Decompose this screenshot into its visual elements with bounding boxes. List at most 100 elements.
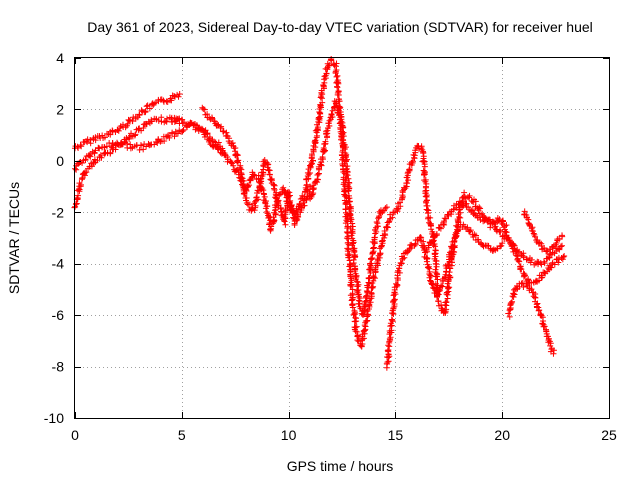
data-point	[399, 189, 406, 196]
data-point	[88, 163, 95, 170]
data-point	[340, 124, 347, 131]
data-point	[466, 192, 473, 199]
data-point	[352, 318, 359, 325]
data-point	[391, 297, 398, 304]
data-point	[320, 82, 327, 89]
data-point	[457, 214, 464, 221]
data-point	[536, 239, 543, 246]
data-point	[361, 327, 368, 334]
plot-frame	[74, 57, 610, 419]
data-point	[370, 244, 377, 251]
data-point	[303, 181, 310, 188]
data-point	[427, 214, 434, 221]
data-point	[268, 223, 275, 230]
data-point	[101, 150, 108, 157]
data-point	[559, 242, 566, 249]
data-point	[91, 159, 98, 166]
data-point	[349, 220, 356, 227]
series-track-e	[199, 104, 313, 229]
data-point	[348, 232, 355, 239]
series-track-h	[383, 221, 506, 371]
data-point	[107, 149, 114, 156]
data-point	[306, 188, 313, 195]
data-point	[513, 286, 520, 293]
data-point	[502, 228, 509, 235]
data-point	[338, 116, 345, 123]
data-point	[72, 203, 79, 210]
data-point	[146, 105, 153, 112]
data-point	[319, 154, 326, 161]
data-point	[425, 244, 432, 251]
data-point	[520, 273, 527, 280]
data-point	[96, 145, 103, 152]
data-point	[332, 100, 339, 107]
data-point	[281, 218, 288, 225]
data-point	[505, 310, 512, 317]
data-point	[355, 281, 362, 288]
y-tick-label: -10	[44, 410, 64, 426]
x-tick-label: 0	[71, 427, 79, 443]
data-point	[553, 240, 560, 247]
data-point	[424, 248, 431, 255]
data-point	[342, 152, 349, 159]
series-track-a	[71, 91, 183, 152]
data-point	[325, 62, 332, 69]
x-axis-title: GPS time / hours	[287, 458, 394, 474]
data-point	[124, 120, 131, 127]
data-point	[408, 241, 415, 248]
series-track-m	[521, 208, 566, 255]
data-point	[498, 242, 505, 249]
data-point	[115, 127, 122, 134]
data-point	[148, 118, 155, 125]
data-point	[333, 66, 340, 73]
data-point	[368, 255, 375, 262]
data-point	[329, 107, 336, 114]
data-point	[144, 102, 151, 109]
data-point	[547, 340, 554, 347]
data-point	[253, 194, 260, 201]
data-point	[520, 254, 527, 261]
data-point	[459, 202, 466, 209]
data-point	[374, 220, 381, 227]
data-point	[265, 167, 272, 174]
data-point	[435, 298, 442, 305]
data-point	[443, 298, 450, 305]
data-point	[345, 254, 352, 261]
y-tick-label: 0	[56, 153, 64, 169]
data-point	[87, 137, 94, 144]
data-point	[391, 296, 398, 303]
data-point	[234, 152, 241, 159]
y-tick-label: -2	[52, 204, 65, 220]
data-point	[348, 297, 355, 304]
x-tick-label: 20	[494, 427, 510, 443]
data-point	[490, 246, 497, 253]
data-point	[451, 242, 458, 249]
y-tick-label: -8	[52, 359, 65, 375]
data-point	[352, 328, 359, 335]
data-point	[476, 204, 483, 211]
data-point	[322, 75, 329, 82]
data-point	[342, 209, 349, 216]
data-point	[260, 187, 267, 194]
data-point	[461, 189, 468, 196]
data-point	[363, 287, 370, 294]
data-point	[326, 117, 333, 124]
data-point	[528, 286, 535, 293]
data-point	[440, 221, 447, 228]
data-point	[229, 140, 236, 147]
data-point	[294, 216, 301, 223]
data-point	[136, 112, 143, 119]
data-point	[557, 243, 564, 250]
data-point	[350, 260, 357, 267]
data-point	[456, 214, 463, 221]
x-tick-label: 10	[281, 427, 297, 443]
data-point	[434, 276, 441, 283]
data-point	[377, 250, 384, 257]
data-point	[200, 106, 207, 113]
data-point	[302, 184, 309, 191]
data-point	[296, 200, 303, 207]
data-point	[343, 175, 350, 182]
chart-title: Day 361 of 2023, Sidereal Day-to-day VTE…	[87, 19, 593, 35]
data-point	[333, 73, 340, 80]
data-point	[351, 311, 358, 318]
